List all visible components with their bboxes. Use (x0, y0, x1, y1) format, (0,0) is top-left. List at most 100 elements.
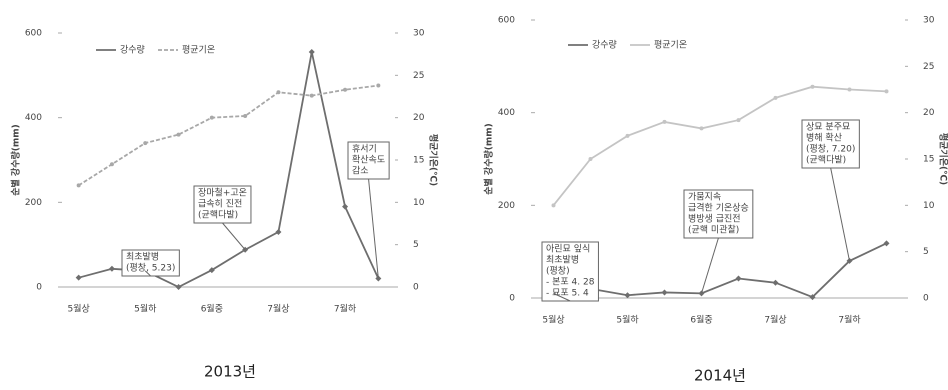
annotation-text: (평창, 5.23) (126, 263, 175, 274)
marker (773, 280, 779, 286)
annotation-text: 병방생 급진전 (688, 214, 741, 225)
y2-axis-title: 평균기온(℃) (938, 133, 948, 185)
y2-tick-label: 30 (413, 29, 425, 39)
series-line (554, 243, 887, 297)
callout (702, 238, 719, 293)
marker (811, 85, 815, 89)
marker (309, 49, 315, 55)
series-line (79, 85, 379, 185)
x-tick-label: 6월중 (201, 303, 223, 315)
marker (342, 204, 348, 210)
annotation-text: (균핵다발) (806, 154, 846, 166)
y2-tick-label: 20 (923, 108, 935, 118)
marker (276, 90, 280, 94)
annotation-text: 장마철+고온 (198, 188, 247, 199)
legend-label: 강수량 (120, 44, 145, 56)
annotation-text: - 본포 4. 28 (546, 277, 595, 288)
annotation-text: (평창, 7.20) (806, 144, 855, 155)
annotation: 최초발병(평창, 5.23) (122, 250, 179, 276)
marker (625, 292, 631, 298)
marker (589, 157, 593, 161)
y2-tick-label: 10 (413, 198, 425, 208)
y-tick-label: 400 (498, 108, 515, 118)
x-tick-label: 5월상 (68, 303, 90, 315)
caption: 2013년 (204, 363, 256, 381)
y2-tick-label: 10 (923, 201, 935, 211)
marker (376, 83, 380, 87)
annotation-text: 휴서기 (352, 144, 377, 155)
annotation-text: 상묘 분주묘 (806, 122, 850, 133)
y2-axis-title: 평균기온(℃) (428, 134, 440, 186)
y2-tick-label: 5 (413, 240, 419, 250)
annotation-text: 병해 확산 (806, 132, 842, 144)
marker (243, 114, 247, 118)
legend-label: 평균기온 (654, 40, 687, 51)
marker (143, 141, 147, 145)
y2-tick-label: 15 (923, 155, 934, 165)
x-tick-label: 6월중 (690, 314, 712, 326)
y-tick-label: 200 (498, 201, 515, 211)
marker (310, 94, 314, 98)
annotation-text: 감소 (352, 165, 369, 177)
marker (737, 118, 741, 122)
y2-tick-label: 5 (923, 247, 929, 257)
y-tick-label: 0 (509, 294, 515, 304)
marker (662, 289, 668, 295)
x-tick-label: 7월상 (764, 314, 786, 326)
y2-tick-label: 0 (923, 294, 929, 304)
annotation-text: 급속히 진전 (198, 199, 242, 210)
marker (774, 96, 778, 100)
y-tick-label: 200 (25, 198, 42, 208)
y2-tick-label: 30 (923, 16, 935, 26)
annotation-text: 급격한 기온상승 (688, 202, 749, 214)
marker (343, 88, 347, 92)
legend-label: 평균기온 (182, 45, 215, 56)
annotation-text: 최초발병 (126, 252, 159, 263)
x-tick-label: 5월상 (542, 314, 564, 326)
marker (109, 266, 115, 272)
y-tick-label: 600 (25, 29, 42, 39)
marker (77, 183, 81, 187)
marker (626, 134, 630, 138)
y-tick-label: 0 (36, 283, 42, 293)
annotation-text: 아린묘 잎식 (546, 243, 590, 255)
annotation-text: 확산속도 (352, 154, 385, 166)
callout (831, 168, 850, 261)
marker (663, 120, 667, 124)
annotation-text: (균핵 미관찰) (688, 224, 739, 236)
x-tick-label: 7월상 (267, 303, 289, 315)
x-tick-label: 7월하 (838, 314, 861, 326)
marker (176, 284, 182, 290)
y2-tick-label: 25 (923, 62, 934, 72)
annotation-text: - 묘포 5. 4 (546, 289, 589, 299)
marker (177, 133, 181, 137)
caption: 2014년 (694, 367, 746, 385)
marker (210, 116, 214, 120)
callout (369, 179, 379, 279)
y-tick-label: 600 (498, 16, 515, 26)
y-axis-title: 순별 강수량(mm) (10, 124, 22, 196)
annotation-text: 가뭄지속 (688, 192, 721, 203)
legend-label: 강수량 (592, 39, 617, 51)
annotation-text: 최초발병 (546, 255, 579, 266)
y2-tick-label: 15 (413, 156, 424, 166)
marker (884, 240, 890, 246)
marker (848, 88, 852, 92)
marker (885, 89, 889, 93)
y2-tick-label: 25 (413, 71, 424, 81)
y-axis-title: 순별 강수량(mm) (483, 123, 495, 195)
marker (110, 162, 114, 166)
callout (222, 223, 245, 250)
marker (552, 203, 556, 207)
x-tick-label: 7월하 (334, 303, 357, 315)
x-tick-label: 5월하 (616, 314, 639, 326)
y2-tick-label: 20 (413, 113, 425, 123)
y2-tick-label: 0 (413, 283, 419, 293)
annotation-text: (평창) (546, 266, 570, 277)
marker (700, 126, 704, 130)
